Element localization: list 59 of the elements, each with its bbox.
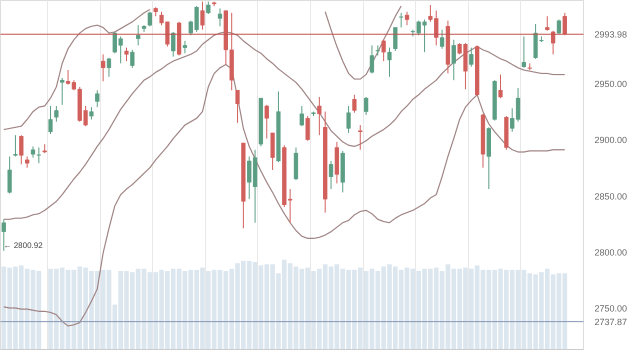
candlestick (89, 106, 94, 120)
candlestick (13, 134, 18, 157)
candlestick (545, 16, 550, 32)
candlestick (306, 116, 310, 142)
candlestick (370, 44, 374, 74)
ref-line-label: 2737.87 (594, 317, 628, 328)
candlestick (346, 105, 351, 134)
candlestick (404, 11, 410, 26)
candlestick (36, 147, 41, 164)
y-tick-label: 2750.00 (594, 303, 628, 314)
candlestick (100, 54, 106, 82)
candlestick (317, 96, 322, 136)
candlestick (182, 40, 188, 54)
ref-line-label: 2993.98 (594, 30, 628, 40)
candlestick (235, 90, 240, 124)
y-tick-label: 2900.00 (594, 135, 628, 146)
candlestick (498, 74, 503, 99)
candlestick (300, 105, 304, 127)
candlestick (399, 12, 404, 28)
candlestick (440, 29, 444, 50)
candlestick (381, 39, 386, 62)
candlestick (393, 26, 398, 52)
candlestick (522, 36, 526, 68)
candlestick (364, 96, 368, 116)
line-series (3, 31, 566, 220)
y-tick-label: 2800.00 (594, 247, 628, 258)
candlestick (206, 1, 210, 14)
line-series (3, 64, 566, 327)
candlestick (136, 24, 140, 46)
candlestick (54, 105, 59, 122)
y-tick-label: 2950.00 (594, 79, 628, 90)
candlestick (562, 12, 567, 36)
candlestick (148, 11, 152, 27)
candlestick (171, 31, 176, 58)
candlestick (200, 1, 205, 30)
candlestick (19, 134, 24, 165)
annotation: ← 2800.92 (4, 241, 44, 250)
candlestick (469, 47, 474, 68)
candlestick (60, 77, 64, 106)
candlestick (48, 105, 53, 135)
candlestick (7, 156, 12, 194)
candlestick (328, 160, 334, 190)
candlestick (124, 47, 129, 62)
candlestick (25, 156, 30, 168)
candlestick (550, 30, 556, 55)
candlestick (264, 104, 269, 140)
candlestick (130, 49, 134, 68)
candlestick (556, 19, 562, 35)
candlestick (387, 47, 392, 78)
candlestick (30, 146, 36, 158)
candlestick (376, 44, 380, 56)
candlestick (95, 90, 100, 108)
candlestick (358, 124, 362, 150)
candlestick (2, 218, 6, 252)
candlestick (106, 57, 112, 78)
candlestick (218, 8, 222, 27)
y-tick-label: 2850.00 (594, 191, 628, 202)
candlestick (352, 94, 357, 114)
candlestick (452, 39, 456, 81)
